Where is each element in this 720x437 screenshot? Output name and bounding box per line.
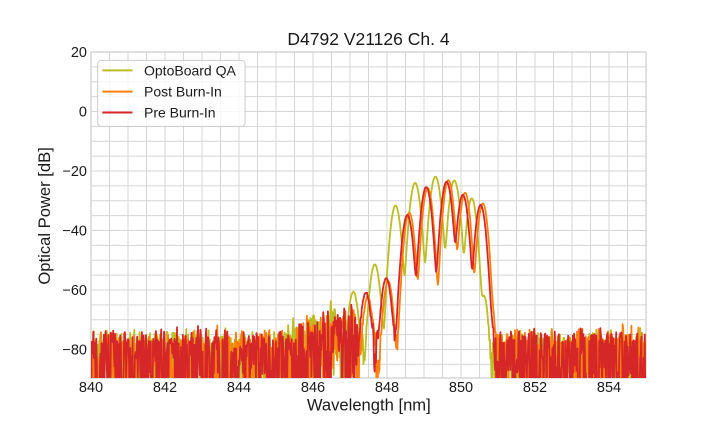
svg-text:842: 842 [153,380,177,396]
svg-text:Wavelength [nm]: Wavelength [nm] [307,396,431,415]
svg-text:Pre Burn-In: Pre Burn-In [144,105,216,121]
svg-text:20: 20 [71,45,87,61]
svg-text:−60: −60 [62,283,87,299]
svg-text:848: 848 [375,380,399,396]
svg-text:844: 844 [227,380,251,396]
svg-text:854: 854 [597,380,621,396]
svg-text:Optical Power [dB]: Optical Power [dB] [35,147,54,284]
svg-text:OptoBoard QA: OptoBoard QA [144,62,236,78]
svg-text:0: 0 [79,105,87,121]
svg-text:850: 850 [449,380,473,396]
svg-text:846: 846 [301,380,325,396]
svg-text:−20: −20 [62,164,87,180]
svg-text:Post Burn-In: Post Burn-In [144,84,222,100]
svg-text:852: 852 [523,380,547,396]
svg-text:D4792 V21126 Ch. 4: D4792 V21126 Ch. 4 [287,29,449,49]
svg-text:−80: −80 [62,343,87,359]
svg-text:840: 840 [79,380,103,396]
svg-text:−40: −40 [62,224,87,240]
